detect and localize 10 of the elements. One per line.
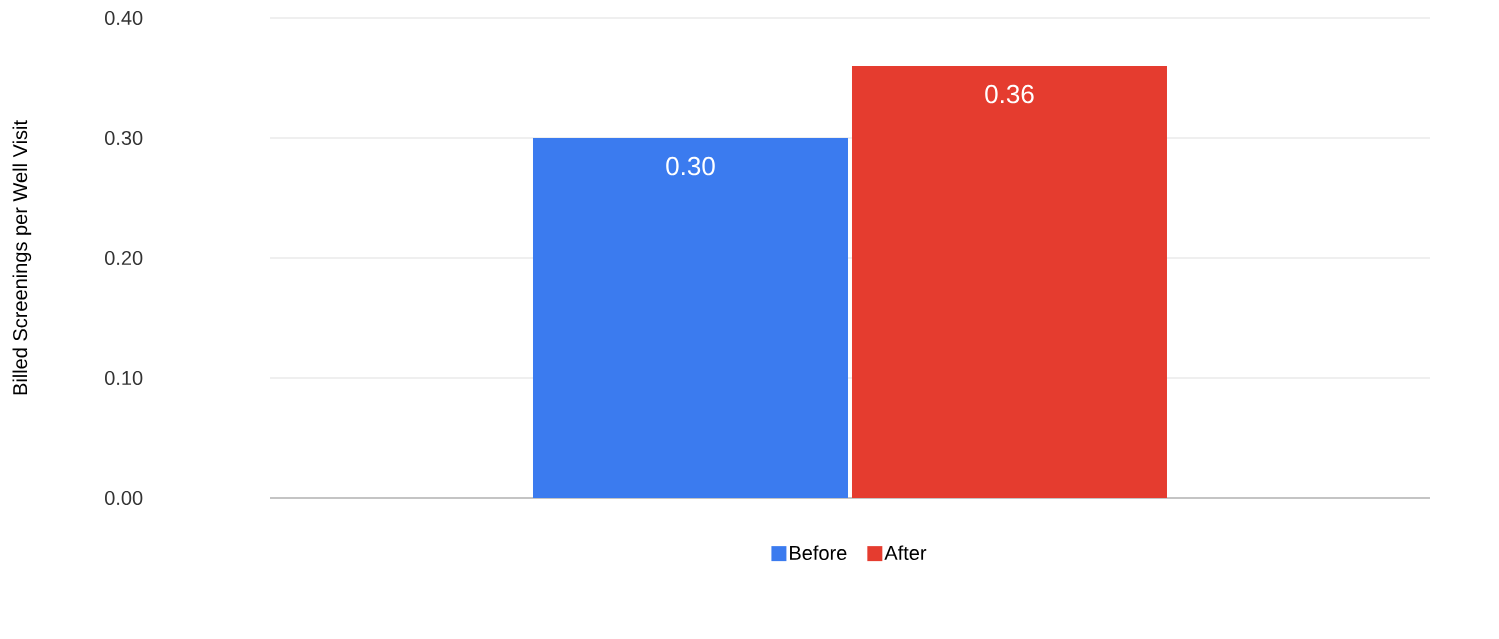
data-label: 0.30: [666, 156, 715, 176]
y-tick-label: 0.10: [105, 370, 143, 386]
y-tick-label: 0.40: [105, 10, 143, 26]
legend-label: After: [884, 545, 927, 561]
legend-label: Before: [790, 545, 847, 561]
y-tick-label: 0.30: [105, 130, 143, 146]
data-label: 0.36: [985, 84, 1034, 104]
y-tick-label: 0.00: [105, 490, 143, 506]
y-tick-label: 0.20: [105, 250, 143, 266]
y-axis-title: Billed Screenings per Well Visit: [12, 120, 32, 395]
